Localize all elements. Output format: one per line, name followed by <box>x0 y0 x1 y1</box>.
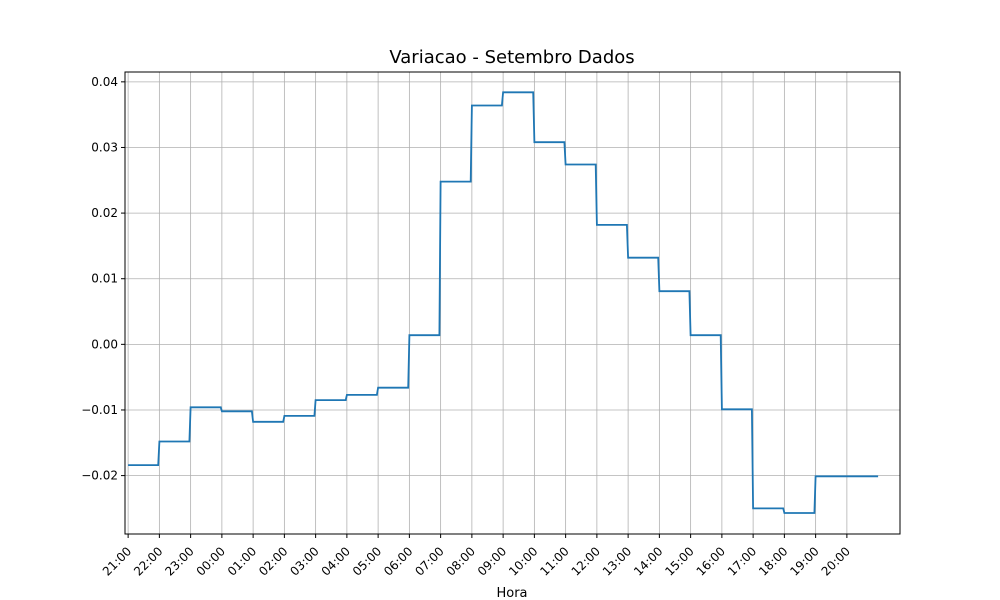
y-axis: −0.02 −0.01 0.00 0.01 0.02 0.03 0.04 <box>81 75 125 483</box>
x-tick-label: 16:00 <box>694 544 728 578</box>
y-tick-label: −0.01 <box>81 403 118 417</box>
x-tick-label: 03:00 <box>287 544 321 578</box>
x-tick-label: 19:00 <box>787 544 821 578</box>
x-tick-label: 06:00 <box>381 544 415 578</box>
x-tick-label: 22:00 <box>131 544 165 578</box>
x-tick-label: 08:00 <box>444 544 478 578</box>
x-tick-label: 14:00 <box>631 544 665 578</box>
x-axis: 21:0022:0023:0000:0001:0002:0003:0004:00… <box>100 534 853 579</box>
series-layer <box>128 91 879 514</box>
series-line <box>128 91 879 514</box>
y-tick-label: −0.02 <box>81 469 118 483</box>
x-axis-label: Hora <box>496 586 527 600</box>
x-tick-label: 10:00 <box>506 544 540 578</box>
x-tick-label: 11:00 <box>537 544 571 578</box>
x-tick-label: 18:00 <box>756 544 790 578</box>
y-tick-label: 0.02 <box>91 206 118 220</box>
x-tick-label: 07:00 <box>412 544 446 578</box>
y-tick-label: 0.00 <box>91 337 118 351</box>
chart-title: Variacao - Setembro Dados <box>389 47 634 68</box>
x-tick-label: 09:00 <box>475 544 509 578</box>
x-tick-label: 04:00 <box>319 544 353 578</box>
y-tick-label: 0.01 <box>91 272 118 286</box>
y-tick-label: 0.04 <box>91 75 118 89</box>
x-tick-label: 05:00 <box>350 544 384 578</box>
plot-area-frame <box>124 71 901 535</box>
x-tick-label: 00:00 <box>194 544 228 578</box>
x-tick-label: 21:00 <box>100 544 134 578</box>
x-tick-label: 20:00 <box>819 544 853 578</box>
x-tick-label: 15:00 <box>662 544 696 578</box>
x-tick-label: 02:00 <box>256 544 290 578</box>
y-tick-label: 0.03 <box>91 140 118 154</box>
x-tick-label: 17:00 <box>725 544 759 578</box>
x-tick-label: 01:00 <box>225 544 259 578</box>
x-tick-label: 13:00 <box>600 544 634 578</box>
x-tick-label: 23:00 <box>162 544 196 578</box>
grid <box>125 72 900 534</box>
x-tick-label: 12:00 <box>569 544 603 578</box>
